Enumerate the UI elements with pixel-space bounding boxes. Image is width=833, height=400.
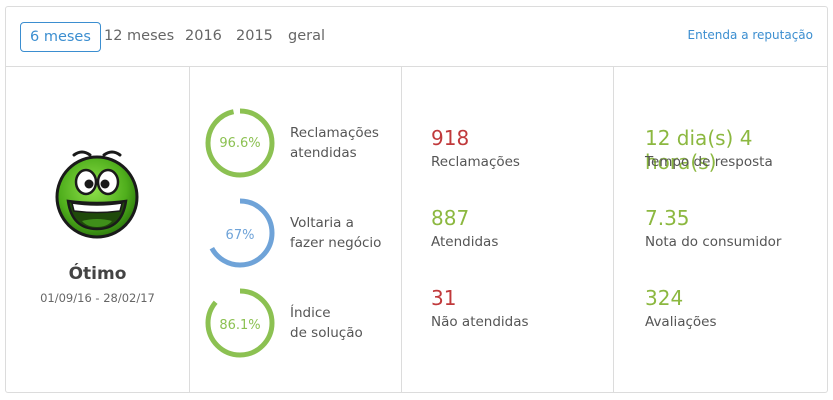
would-return-ring	[205, 198, 275, 268]
smiley-face-icon	[55, 150, 139, 239]
ring-value: 86.1%	[219, 318, 261, 333]
column-divider	[401, 67, 402, 393]
tab-geral[interactable]: geral	[288, 28, 326, 44]
consumer-score-label: Nota do consumidor	[645, 234, 782, 250]
complaints-count: 918	[431, 126, 470, 150]
tab-12-meses[interactable]: 12 meses	[104, 28, 175, 44]
period-tabs: 6 meses 12 meses 2016 2015 geral Entenda…	[6, 7, 827, 67]
rating-period: 01/09/16 - 28/02/17	[40, 291, 155, 305]
tab-6-meses[interactable]: 6 meses	[20, 22, 101, 52]
consumer-score-value: 7.35	[645, 206, 690, 230]
reputation-info-link[interactable]: Entenda a reputação	[687, 28, 813, 42]
reviews-label: Avaliações	[645, 314, 717, 330]
ring-value: 96.6%	[219, 136, 261, 151]
ring-label: Voltaria a fazer negócio	[290, 215, 382, 251]
ring-label: Reclamações atendidas	[290, 125, 379, 161]
response-time-label: Tempo de resposta	[645, 154, 773, 170]
response-time-value: 12 dia(s) 4 hora(s)	[645, 126, 753, 174]
answered-complaints-ring	[205, 108, 275, 178]
unanswered-label: Não atendidas	[431, 314, 529, 330]
tab-2015[interactable]: 2015	[236, 28, 273, 44]
column-divider	[613, 67, 614, 393]
rating-title: Ótimo	[68, 264, 127, 284]
tab-2016[interactable]: 2016	[185, 28, 222, 44]
complaints-label: Reclamações	[431, 154, 520, 170]
unanswered-count: 31	[431, 286, 457, 310]
reputation-card: 6 meses 12 meses 2016 2015 geral Entenda…	[5, 6, 828, 393]
ring-arc	[205, 198, 275, 268]
ring-arc	[205, 288, 275, 358]
ring-value: 67%	[225, 228, 255, 243]
reviews-count: 324	[645, 286, 684, 310]
ring-arc	[205, 108, 275, 178]
ring-label: Índice de solução	[290, 305, 363, 341]
column-divider	[189, 67, 190, 393]
answered-label: Atendidas	[431, 234, 499, 250]
solution-index-ring	[205, 288, 275, 358]
answered-count: 887	[431, 206, 470, 230]
